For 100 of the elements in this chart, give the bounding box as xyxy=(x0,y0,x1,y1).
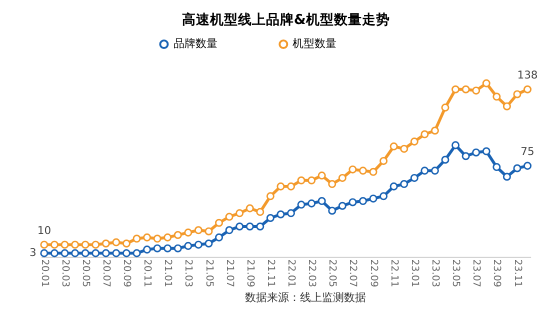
x-tick-label: 22.05 xyxy=(326,259,338,288)
point xyxy=(441,104,450,112)
point xyxy=(430,166,439,175)
point xyxy=(225,212,234,221)
point xyxy=(276,182,285,190)
point xyxy=(328,206,336,215)
x-tick-label: 23.01 xyxy=(408,259,420,288)
data-label: 3 xyxy=(30,246,36,260)
data-label: 138 xyxy=(517,68,538,82)
point xyxy=(50,240,58,249)
point xyxy=(81,240,90,249)
x-tick-label: 22.09 xyxy=(368,259,379,288)
point xyxy=(462,85,470,94)
point xyxy=(380,156,388,165)
point xyxy=(184,242,192,250)
point xyxy=(369,168,378,176)
point xyxy=(472,86,480,95)
point xyxy=(420,166,429,175)
point xyxy=(246,222,254,231)
point xyxy=(492,92,501,101)
point xyxy=(194,240,202,249)
data-label: 10 xyxy=(37,224,52,237)
point xyxy=(236,222,244,231)
point xyxy=(338,202,346,210)
point xyxy=(40,249,48,258)
point xyxy=(204,227,213,236)
point xyxy=(122,239,130,248)
point xyxy=(297,200,306,209)
x-tick-label: 22.07 xyxy=(347,259,358,288)
x-tick-label: 23.03 xyxy=(430,259,441,288)
point xyxy=(71,240,80,249)
legend-label: 品牌数量 xyxy=(173,37,218,50)
x-tick-label: 21.11 xyxy=(264,259,276,288)
point xyxy=(102,249,110,258)
point xyxy=(214,218,224,227)
point xyxy=(472,148,480,156)
x-tick-label: 22.01 xyxy=(286,259,297,288)
point xyxy=(482,79,490,88)
source-note: 数据来源：线上监测数据 xyxy=(244,290,366,304)
point xyxy=(214,233,224,242)
point xyxy=(390,142,398,150)
point xyxy=(174,230,182,240)
legend-label: 机型数量 xyxy=(292,37,337,50)
x-tick-label: 21.07 xyxy=(224,259,235,288)
point xyxy=(452,85,460,94)
x-tick-label: 20.03 xyxy=(59,259,70,288)
point xyxy=(112,249,120,258)
x-tick-label: 20.05 xyxy=(80,259,91,288)
point xyxy=(513,164,522,172)
point xyxy=(50,249,58,258)
point xyxy=(236,209,244,218)
x-tick-label: 23.11 xyxy=(512,259,523,288)
point xyxy=(246,204,254,212)
point xyxy=(308,176,316,184)
point xyxy=(174,244,182,252)
point xyxy=(60,240,69,249)
point xyxy=(122,249,130,258)
point xyxy=(256,208,264,216)
x-tick-label: 23.05 xyxy=(450,259,462,288)
point xyxy=(462,152,470,160)
point xyxy=(112,238,120,246)
point xyxy=(102,239,110,248)
point xyxy=(318,197,326,206)
point xyxy=(276,210,285,218)
point xyxy=(318,172,326,180)
x-tick-label: 22.03 xyxy=(306,259,318,288)
x-tick-label: 20.11 xyxy=(142,259,153,288)
x-tick-label: 20.07 xyxy=(100,259,112,288)
point xyxy=(358,197,367,206)
point xyxy=(71,249,80,258)
point xyxy=(225,226,234,234)
point xyxy=(194,226,202,234)
x-tick-label: 20.01 xyxy=(38,259,50,288)
point xyxy=(348,198,357,206)
point xyxy=(523,162,532,170)
point xyxy=(266,192,274,200)
point xyxy=(390,182,398,190)
x-tick-label: 22.11 xyxy=(388,259,400,288)
point xyxy=(60,249,69,258)
point xyxy=(328,180,336,188)
x-tick-label: 21.03 xyxy=(182,259,194,288)
point xyxy=(286,209,296,218)
point xyxy=(184,228,192,237)
point xyxy=(513,90,522,98)
point xyxy=(420,130,429,138)
point xyxy=(400,180,408,188)
data-label: 75 xyxy=(520,145,534,158)
point xyxy=(204,239,213,248)
point xyxy=(502,172,511,181)
point xyxy=(153,244,162,252)
point xyxy=(81,249,90,258)
point xyxy=(40,240,48,249)
point xyxy=(256,222,264,231)
point xyxy=(132,249,141,258)
point xyxy=(132,234,141,243)
x-tick-label: 23.09 xyxy=(491,259,502,288)
point xyxy=(143,246,152,254)
point xyxy=(143,233,152,242)
point xyxy=(338,174,346,182)
point xyxy=(523,85,532,94)
